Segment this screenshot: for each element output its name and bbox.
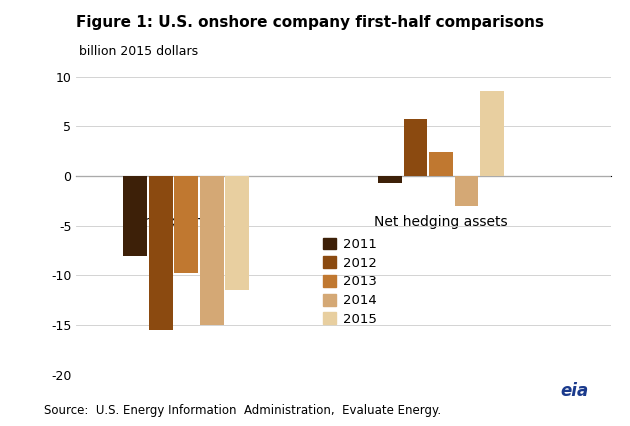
Bar	[225, 176, 249, 291]
Bar	[455, 176, 479, 206]
Text: billion 2015 dollars: billion 2015 dollars	[79, 45, 198, 58]
Bar	[200, 176, 224, 325]
Legend: 2011, 2012, 2013, 2014, 2015: 2011, 2012, 2013, 2014, 2015	[318, 232, 382, 331]
Bar	[175, 176, 198, 273]
Bar	[429, 152, 453, 176]
Text: eia: eia	[561, 383, 589, 400]
Text: Source:  U.S. Energy Information  Administration,  Evaluate Energy.: Source: U.S. Energy Information Administ…	[44, 404, 441, 417]
Bar	[123, 176, 147, 256]
Bar	[378, 176, 402, 183]
Bar	[480, 91, 504, 176]
Bar	[149, 176, 173, 330]
Bar	[404, 119, 428, 176]
Text: Figure 1: U.S. onshore company first-half comparisons: Figure 1: U.S. onshore company first-hal…	[76, 14, 544, 30]
